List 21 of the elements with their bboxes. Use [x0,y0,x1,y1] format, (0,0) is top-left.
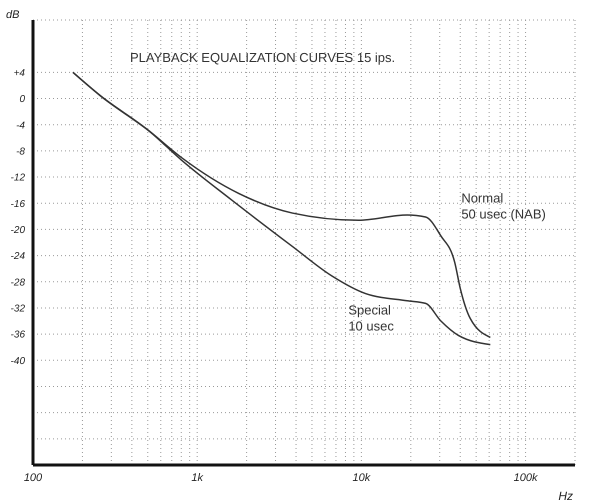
y-tick-label: -28 [10,277,26,288]
y-tick-label: -32 [10,303,26,314]
x-axis-title: Hz [558,489,573,502]
text: PLAYBACK EQUALIZATION CURVES 15 ips. [130,50,396,65]
y-tick-label: -36 [10,330,26,341]
y-axis-title: dB [6,9,20,21]
x-tick-label: 100 [24,472,44,484]
y-tick-label: -4 [16,120,26,132]
y-tick-label: -8 [16,146,26,158]
y-tick-label: -24 [10,251,26,262]
x-tick-label: 10k [352,472,371,484]
y-tick-label: +4 [14,68,26,79]
x-tick-label: 1k [191,472,204,484]
x-tick-label: 100k [514,472,538,484]
y-tick-label: -40 [10,356,26,367]
y-tick-label: -20 [10,224,26,236]
series-label: Special 10 usec [348,302,394,334]
y-tick-label: -12 [10,172,26,184]
y-tick-label: -16 [10,198,26,210]
y-tick-label: 0 [19,94,26,106]
series-label: Normal 50 usec (NAB) [461,190,546,222]
